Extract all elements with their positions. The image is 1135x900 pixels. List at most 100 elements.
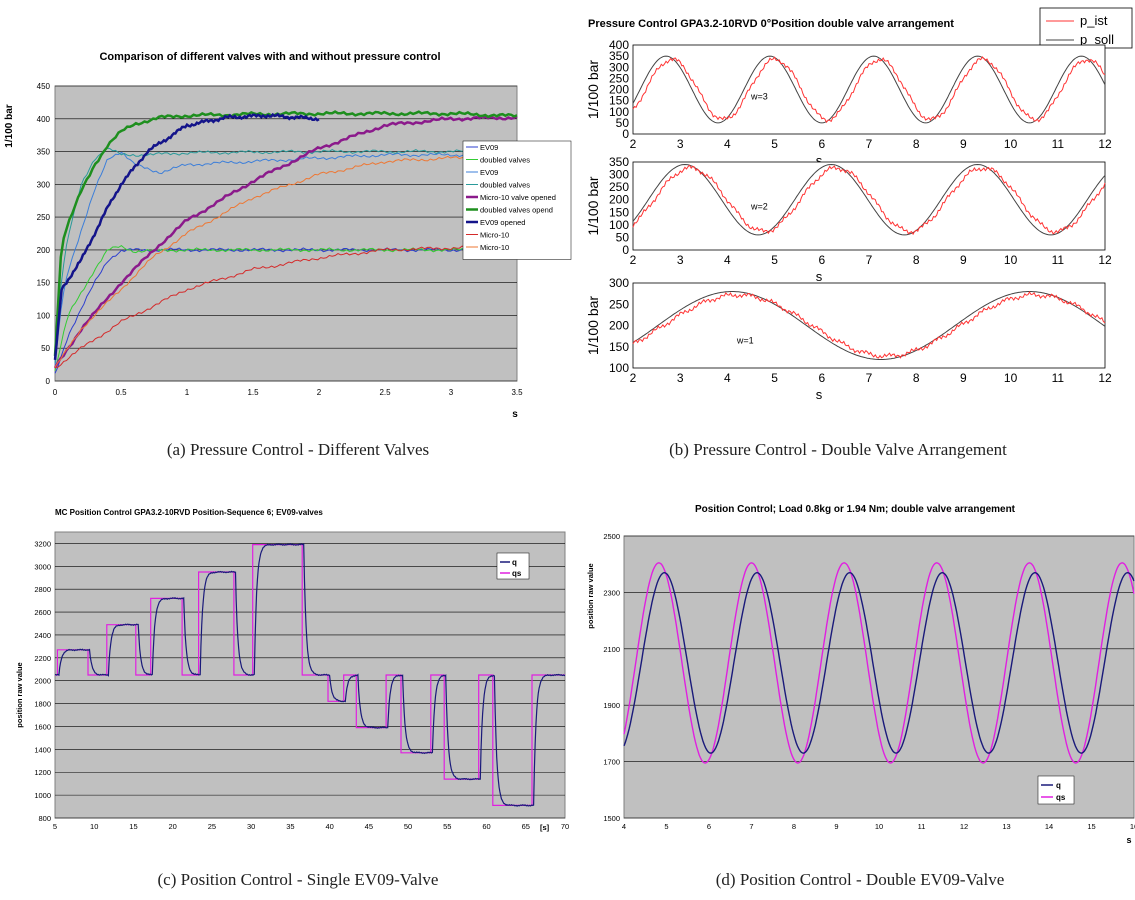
chart-c-xtick: 55 bbox=[443, 822, 451, 831]
chart-b-ytick: 250 bbox=[609, 71, 629, 85]
chart-b-ylabel: 1/100 bar bbox=[585, 296, 601, 355]
chart-b-ytick: 250 bbox=[609, 297, 629, 311]
chart-d-xtick: 12 bbox=[960, 822, 968, 831]
chart-d-ytick: 2100 bbox=[603, 645, 620, 654]
chart-b-xtick: 11 bbox=[1052, 253, 1065, 267]
chart-a-ytick: 150 bbox=[37, 279, 51, 288]
chart-a-ylabel: 1/100 bar bbox=[4, 104, 15, 147]
chart-d-xtick: 6 bbox=[707, 822, 711, 831]
chart-b-annotation: w=3 bbox=[750, 92, 768, 102]
chart-c: MC Position Control GPA3.2-10RVD Positio… bbox=[15, 508, 569, 832]
chart-d-legend bbox=[1037, 775, 1075, 805]
chart-d-xtick: 15 bbox=[1087, 822, 1095, 831]
chart-b-series-line bbox=[632, 163, 1106, 236]
chart-b-ytick: 0 bbox=[622, 127, 629, 141]
chart-b-xtick: 9 bbox=[960, 137, 967, 151]
chart-b-xtick: 11 bbox=[1052, 137, 1065, 151]
chart-c-xtick: 40 bbox=[325, 822, 333, 831]
chart-b-xtick: 12 bbox=[1098, 253, 1112, 267]
chart-a-legend-label: Micro-10 valve opened bbox=[480, 193, 556, 202]
chart-c-xtick: 70 bbox=[561, 822, 569, 831]
chart-c-ytick: 1000 bbox=[34, 791, 51, 800]
chart-b-ylabel: 1/100 bar bbox=[585, 176, 601, 235]
chart-a-series-line bbox=[54, 151, 518, 368]
chart-b-xtick: 4 bbox=[724, 371, 731, 385]
chart-a-legend bbox=[462, 140, 572, 260]
chart-b-xtick: 3 bbox=[677, 371, 684, 385]
chart-d-xtick: 13 bbox=[1002, 822, 1010, 831]
chart-b-ytick: 400 bbox=[609, 38, 629, 52]
chart-b-xtick: 7 bbox=[866, 137, 873, 151]
chart-b-xtick: 5 bbox=[771, 137, 778, 151]
chart-c-ytick: 3000 bbox=[34, 562, 51, 571]
chart-b-ytick: 350 bbox=[609, 49, 629, 63]
chart-b-annotation: w=1 bbox=[736, 336, 754, 346]
chart-a-series-line bbox=[54, 153, 518, 368]
chart-a: Comparison of different valves with and … bbox=[4, 51, 572, 420]
chart-b-ytick: 150 bbox=[609, 94, 629, 108]
chart-b-annotation: w=2 bbox=[750, 202, 768, 212]
chart-a-series-line bbox=[54, 147, 518, 364]
chart-a-series-line bbox=[53, 110, 518, 357]
chart-a-xtick: 2.5 bbox=[379, 388, 391, 397]
caption-c: (c) Position Control - Single EV09-Valve bbox=[157, 870, 439, 889]
chart-b-ytick: 250 bbox=[609, 180, 629, 194]
chart-b-ytick: 150 bbox=[609, 340, 629, 354]
chart-b-xtick: 2 bbox=[630, 253, 637, 267]
chart-a-series-line bbox=[54, 244, 518, 371]
chart-c-xtick: 45 bbox=[365, 822, 373, 831]
chart-c-legend-label: qs bbox=[512, 569, 522, 578]
chart-b-xtick: 11 bbox=[1052, 371, 1065, 385]
chart-d-xtick: 10 bbox=[875, 822, 883, 831]
chart-b-ytick: 0 bbox=[622, 243, 629, 257]
chart-c-ytick: 1800 bbox=[34, 700, 51, 709]
caption-d: (d) Position Control - Double EV09-Valve bbox=[715, 870, 1005, 889]
chart-b-ylabel: 1/100 bar bbox=[585, 60, 601, 119]
chart-b-xtick: 6 bbox=[818, 253, 825, 267]
chart-b-ytick: 100 bbox=[609, 361, 629, 375]
chart-a-xtick: 0 bbox=[53, 388, 58, 397]
chart-b-xtick: 10 bbox=[1004, 253, 1018, 267]
chart-c-xtick: 60 bbox=[482, 822, 490, 831]
chart-d-ytick: 2300 bbox=[603, 588, 620, 597]
chart-d-series-line bbox=[623, 571, 1135, 754]
chart-a-ytick: 450 bbox=[37, 82, 51, 91]
chart-a-legend-label: EV09 opened bbox=[480, 218, 525, 227]
chart-d-ylabel: position raw value bbox=[586, 563, 595, 628]
chart-b-xtick: 8 bbox=[913, 371, 920, 385]
chart-b-legend-label: p_soll bbox=[1080, 32, 1114, 47]
chart-b-title: Pressure Control GPA3.2-10RVD 0°Position… bbox=[588, 18, 954, 30]
chart-c-xtick: 10 bbox=[90, 822, 98, 831]
chart-a-xlabel: s bbox=[512, 409, 518, 420]
chart-c-legend-label: q bbox=[512, 558, 517, 567]
chart-d-xtick: 5 bbox=[664, 822, 668, 831]
chart-d-xlabel: s bbox=[1126, 835, 1131, 845]
chart-b-legend-label: p_ist bbox=[1080, 13, 1108, 28]
chart-a-legend-label: doubled valves opend bbox=[480, 206, 553, 215]
chart-b-ytick: 300 bbox=[609, 276, 629, 290]
chart-a-ytick: 400 bbox=[37, 115, 51, 124]
chart-a-xtick: 3.5 bbox=[511, 388, 523, 397]
chart-a-legend-label: EV09 bbox=[480, 143, 498, 152]
chart-a-legend-label: EV09 bbox=[480, 168, 498, 177]
chart-c-ytick: 2600 bbox=[34, 608, 51, 617]
chart-c-ytick: 1600 bbox=[34, 722, 51, 731]
chart-b-plot-area bbox=[632, 282, 1106, 369]
chart-b-ytick: 50 bbox=[616, 116, 630, 130]
chart-d-plot-area bbox=[623, 535, 1135, 819]
chart-b-xtick: 9 bbox=[960, 371, 967, 385]
chart-a-series-line bbox=[53, 115, 518, 369]
chart-c-xtick: 35 bbox=[286, 822, 294, 831]
chart-d-xtick: 4 bbox=[622, 822, 626, 831]
chart-b-xtick: 12 bbox=[1098, 371, 1112, 385]
chart-b-xtick: 10 bbox=[1004, 137, 1018, 151]
chart-b-legend bbox=[1039, 7, 1133, 49]
chart-a-ytick: 200 bbox=[37, 246, 51, 255]
chart-b-xtick: 12 bbox=[1098, 137, 1112, 151]
chart-b-ytick: 300 bbox=[609, 168, 629, 182]
chart-a-ytick: 50 bbox=[41, 344, 50, 353]
chart-c-xtick: 25 bbox=[208, 822, 216, 831]
chart-b-xlabel: s bbox=[816, 269, 823, 284]
chart-c-ytick: 3200 bbox=[34, 539, 51, 548]
chart-a-ytick: 100 bbox=[37, 311, 51, 320]
